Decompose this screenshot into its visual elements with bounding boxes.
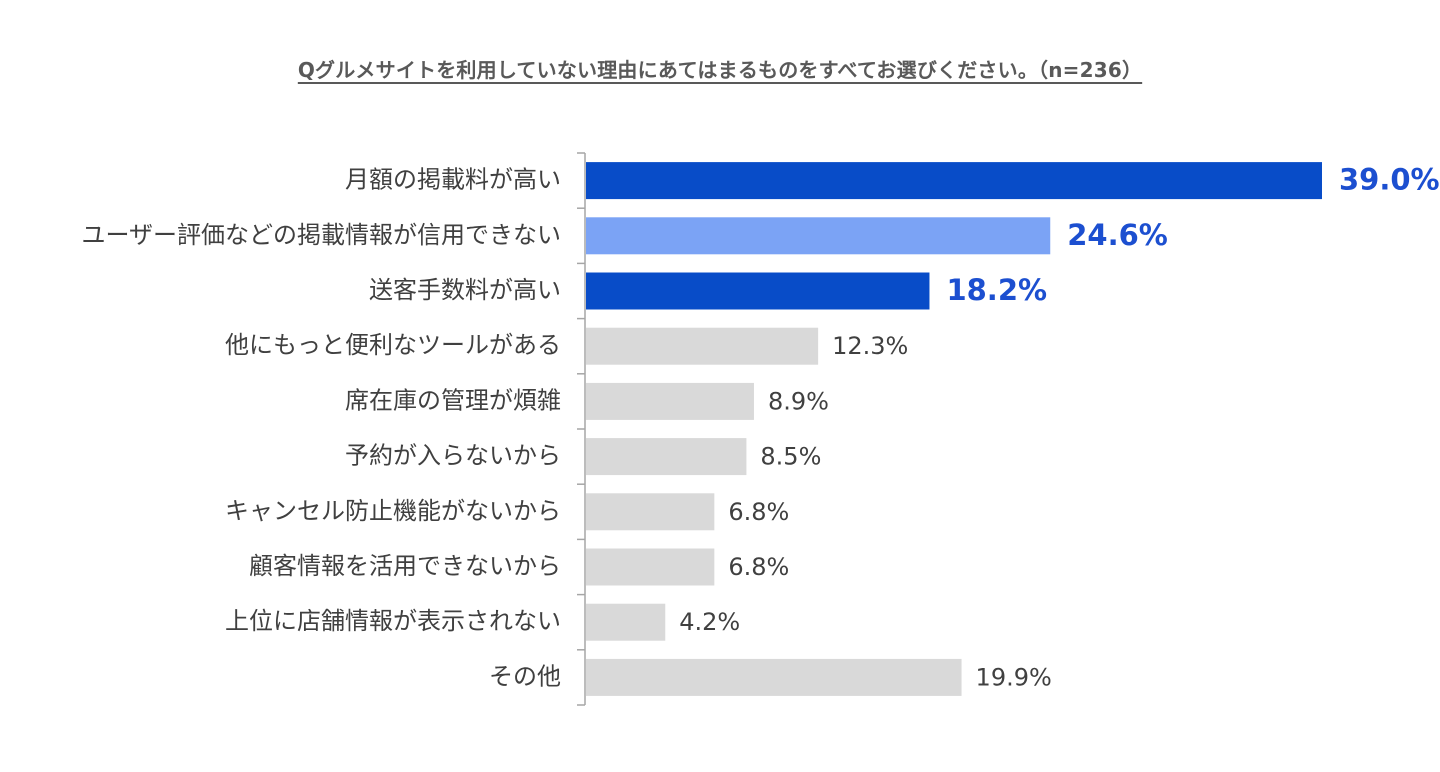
- bar: [586, 217, 1051, 255]
- value-label: 24.6%: [1067, 218, 1168, 252]
- category-label: 送客手数料が高い: [369, 276, 561, 304]
- category-label: 予約が入らないから: [345, 442, 561, 470]
- bar: [586, 162, 1322, 200]
- bar: [586, 548, 715, 586]
- value-labels: 39.0% 24.6% 18.2% 12.3%8.9% 8.5% 6.8% 6.8% 4.2%…: [679, 163, 1439, 692]
- category-label: その他: [489, 662, 561, 690]
- category-label: 席在庫の管理が煩雑: [345, 386, 561, 414]
- category-label: 月額の掲載料が高い: [345, 166, 561, 194]
- bar: [586, 658, 962, 696]
- bar: [586, 272, 930, 310]
- value-label: 19.9%: [976, 663, 1052, 691]
- category-label: 上位に店舗情報が表示されない: [225, 607, 561, 635]
- chart-title: Qグルメサイトを利用していない理由にあてはまるものをすべてお選びください。（n=…: [0, 54, 1440, 83]
- category-label: 他にもっと便利なツールがある: [225, 331, 561, 359]
- value-label: 39.0%: [1339, 163, 1440, 197]
- bar: [586, 382, 754, 420]
- category-labels: 月額の掲載料が高いユーザー評価などの掲載情報が信用できない送客手数料が高い他にも…: [81, 166, 561, 691]
- bar: [586, 603, 666, 641]
- value-label: 8.5%: [760, 443, 821, 471]
- value-label: 4.2%: [679, 608, 740, 636]
- category-label: 顧客情報を活用できないから: [249, 552, 561, 580]
- bar: [586, 327, 819, 365]
- value-label: 12.3%: [832, 332, 908, 360]
- bars: [586, 162, 1322, 696]
- value-label: 6.8%: [728, 553, 789, 581]
- category-label: キャンセル防止機能がないから: [225, 497, 561, 525]
- value-label: 6.8%: [728, 498, 789, 526]
- category-axis: [577, 152, 586, 706]
- chart-title-text: Qグルメサイトを利用していない理由にあてはまるものをすべてお選びください。（n=…: [297, 58, 1143, 82]
- value-label: 18.2%: [946, 273, 1047, 307]
- category-label: ユーザー評価などの掲載情報が信用できない: [81, 221, 561, 249]
- bar: [586, 438, 747, 476]
- bar: [586, 493, 715, 531]
- value-label: 8.9%: [768, 387, 829, 415]
